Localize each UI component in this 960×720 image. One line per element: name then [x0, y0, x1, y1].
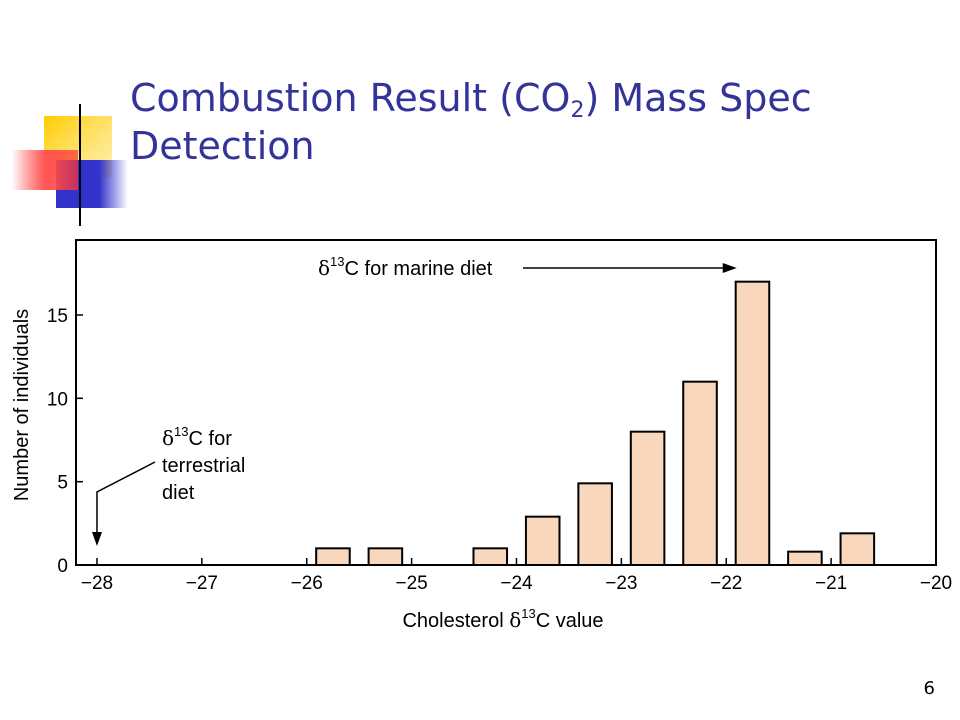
bar-6: [682, 380, 718, 566]
y-tick-label: 5: [57, 473, 68, 494]
bar-8: [787, 550, 823, 567]
marine-annotation-text: δ13C for marine diet: [318, 254, 493, 280]
x-tick-label: −23: [605, 573, 637, 594]
x-tick-label: −24: [500, 573, 533, 594]
page-number: 6: [923, 678, 935, 699]
x-tick-label: −22: [710, 573, 742, 594]
x-axis-label: Cholesterol δ13C value: [402, 606, 603, 632]
bar-3: [524, 515, 561, 567]
bar-4: [577, 482, 613, 567]
bar-1: [367, 547, 404, 566]
deco-red-square: [12, 150, 78, 190]
terrestrial-diet-annotation: δ13C for terrestrial diet: [91, 424, 245, 546]
terrestrial-arrow-line: [96, 461, 156, 535]
marine-arrow-head: [722, 263, 737, 273]
x-tick-label: −27: [186, 573, 218, 594]
x-tick-label: −28: [81, 573, 113, 594]
bar-0: [315, 547, 351, 566]
y-tick-label: 0: [57, 556, 68, 577]
terrestrial-arrow-head: [91, 532, 102, 546]
bar-7: [734, 280, 771, 566]
y-axis-label: Number of individuals: [11, 309, 33, 501]
terrestrial-annotation-line-3: diet: [162, 482, 195, 504]
title-part-1: Combustion Result (CO: [130, 76, 571, 120]
title-decoration: [12, 104, 880, 226]
title-part-2: ) Mass Spec: [584, 76, 812, 120]
bar-5: [629, 430, 666, 566]
y-tick-label: 15: [47, 306, 68, 327]
title-line-2: Detection: [130, 124, 315, 168]
plot-frame: [75, 239, 937, 566]
terrestrial-annotation-line-2: terrestrial: [162, 455, 245, 477]
y-tick-label: 10: [47, 389, 68, 410]
marine-diet-annotation: δ13C for marine diet: [318, 254, 737, 280]
x-tick-label: −25: [395, 573, 427, 594]
x-tick-label: −20: [920, 573, 952, 594]
x-tick-label: −21: [815, 573, 847, 594]
x-tick-label: −26: [291, 573, 323, 594]
terrestrial-annotation-line-1: δ13C for: [162, 424, 232, 450]
bar-2: [472, 547, 509, 566]
histogram-chart: −28 −27 −26 −25 −24 −23 −22 −21 −20 0 5 10 15 Chole…: [11, 239, 952, 632]
title-subscript: 2: [570, 98, 585, 123]
slide-title: Combustion Result (CO2) Mass Spec Detect…: [130, 74, 930, 170]
bar-9: [839, 532, 876, 566]
